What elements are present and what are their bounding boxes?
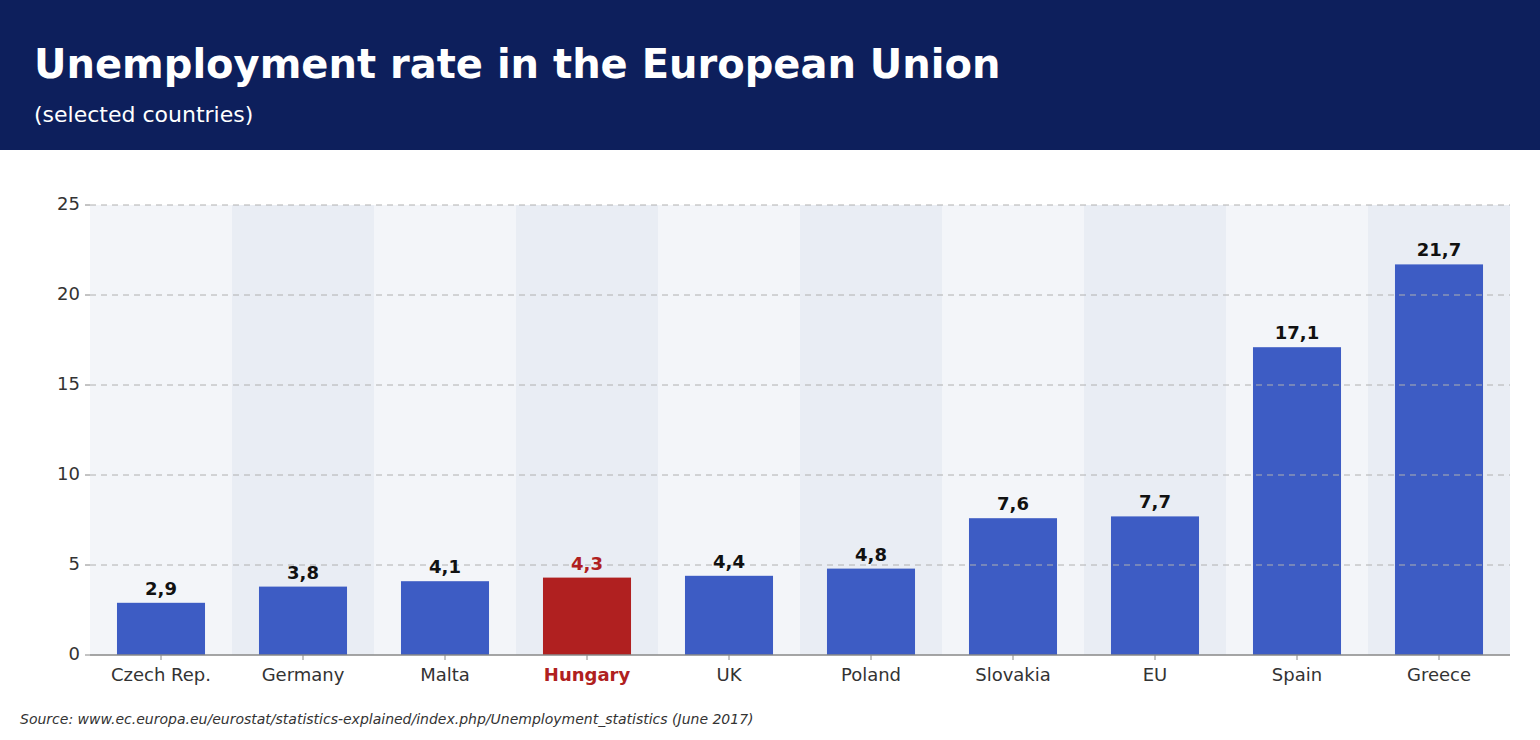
x-tick — [1439, 655, 1440, 660]
y-tick-label: 5 — [69, 553, 80, 574]
bars — [117, 264, 1483, 655]
x-tick — [729, 655, 730, 660]
x-tick-label: Hungary — [544, 664, 631, 685]
x-tick-label: Germany — [262, 664, 345, 685]
x-tick — [1155, 655, 1156, 660]
y-tick-label: 10 — [57, 463, 80, 484]
x-tick — [1297, 655, 1298, 660]
bar — [1111, 516, 1199, 655]
source-note: Source: www.ec.europa.eu/eurostat/statis… — [20, 711, 754, 727]
x-tick-label: EU — [1143, 664, 1168, 685]
column-band — [516, 205, 658, 655]
y-tick-label: 15 — [57, 373, 80, 394]
column-band — [232, 205, 374, 655]
grid-line — [90, 205, 1510, 206]
x-tick-label: UK — [717, 664, 743, 685]
subtitle: (selected countries) — [34, 102, 253, 127]
data-label: 7,6 — [997, 493, 1029, 514]
bar — [1253, 347, 1341, 655]
data-label: 21,7 — [1417, 239, 1461, 260]
y-tick — [85, 385, 90, 386]
x-tick-label: Poland — [841, 664, 901, 685]
bar — [1395, 264, 1483, 655]
bar — [685, 576, 773, 655]
data-label: 2,9 — [145, 578, 177, 599]
column-band — [1368, 205, 1510, 655]
bar — [117, 603, 205, 655]
column-band — [942, 205, 1084, 655]
x-tick — [587, 655, 588, 660]
data-label: 7,7 — [1139, 491, 1171, 512]
x-tick-label: Greece — [1407, 664, 1471, 685]
y-tick — [85, 655, 90, 656]
column-band — [1084, 205, 1226, 655]
data-label: 4,1 — [429, 556, 461, 577]
grid-line — [90, 475, 1510, 476]
x-tick-label: Czech Rep. — [111, 664, 211, 685]
y-tick-label: 20 — [57, 283, 80, 304]
column-band — [374, 205, 516, 655]
chart-container: Unemployment rate in the European Union (… — [0, 0, 1540, 740]
bar — [969, 518, 1057, 655]
bar — [401, 581, 489, 655]
y-tick-label: 0 — [69, 643, 80, 664]
data-label: 4,3 — [571, 553, 603, 574]
column-band — [1226, 205, 1368, 655]
column-band — [800, 205, 942, 655]
data-label: 4,4 — [713, 551, 745, 572]
x-tick — [445, 655, 446, 660]
y-tick-label: 25 — [57, 193, 80, 214]
grid-line — [90, 385, 1510, 386]
bar — [543, 578, 631, 655]
x-tick — [303, 655, 304, 660]
header-band — [0, 0, 1540, 150]
grid-line — [90, 295, 1510, 296]
bar — [827, 569, 915, 655]
data-label: 17,1 — [1275, 322, 1319, 343]
x-tick-label: Slovakia — [975, 664, 1051, 685]
y-tick — [85, 565, 90, 566]
y-tick — [85, 475, 90, 476]
column-band — [658, 205, 800, 655]
y-tick — [85, 295, 90, 296]
bar — [259, 587, 347, 655]
title: Unemployment rate in the European Union — [34, 41, 1000, 87]
x-tick — [1013, 655, 1014, 660]
column-band — [90, 205, 232, 655]
x-tick — [871, 655, 872, 660]
chart-svg: Unemployment rate in the European Union (… — [0, 0, 1540, 740]
x-tick-label: Malta — [420, 664, 470, 685]
x-tick-label: Spain — [1272, 664, 1322, 685]
data-label: 3,8 — [287, 562, 319, 583]
y-tick — [85, 205, 90, 206]
data-label: 4,8 — [855, 544, 887, 565]
x-tick — [161, 655, 162, 660]
